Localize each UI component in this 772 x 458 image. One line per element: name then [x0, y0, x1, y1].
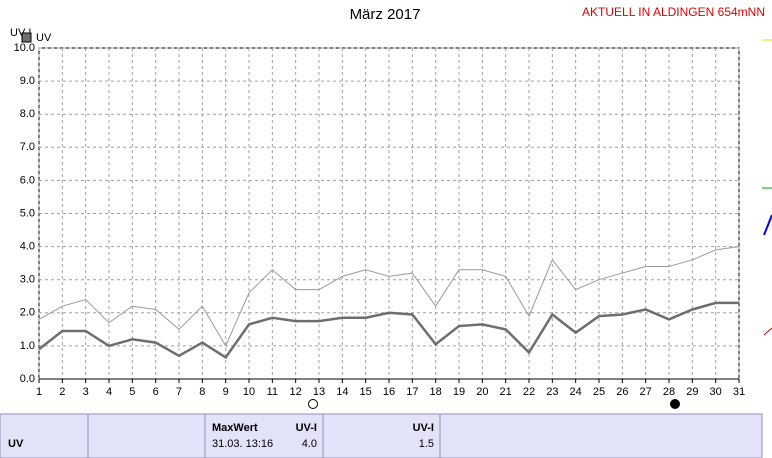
x-tick-label: 20	[476, 386, 488, 398]
y-tick-label: 1.0	[20, 340, 35, 352]
x-tick-label: 16	[383, 386, 395, 398]
new-moon-icon	[670, 399, 680, 409]
y-tick-label: 7.0	[20, 141, 35, 153]
y-tick-label: 5.0	[20, 207, 35, 219]
edge-mark	[763, 214, 772, 236]
full-moon-icon	[308, 399, 318, 409]
table-value: 4.0	[302, 438, 317, 450]
table-value: 1.5	[419, 438, 434, 450]
x-tick-label: 24	[570, 386, 582, 398]
x-tick-label: 30	[710, 386, 722, 398]
y-tick-label: 3.0	[20, 274, 35, 286]
x-tick-label: 6	[153, 386, 159, 398]
x-tick-label: 31	[733, 386, 745, 398]
y-tick-label: 4.0	[20, 241, 35, 253]
table-time: 31.03. 13:16	[212, 438, 273, 450]
x-tick-label: 7	[176, 386, 182, 398]
legend-swatch	[21, 32, 32, 43]
x-tick-label: 12	[290, 386, 302, 398]
table-header: MaxWert	[212, 422, 258, 434]
x-tick-label: 25	[593, 386, 605, 398]
x-tick-label: 21	[500, 386, 512, 398]
chart-title: März 2017	[350, 6, 421, 23]
x-tick-label: 26	[616, 386, 628, 398]
x-tick-label: 5	[129, 386, 135, 398]
x-tick-label: 1	[36, 386, 42, 398]
y-tick-label: 0.0	[20, 373, 35, 385]
y-tick-label: 2.0	[20, 307, 35, 319]
x-tick-label: 13	[313, 386, 325, 398]
y-tick-label: 10.0	[14, 42, 35, 54]
x-tick-label: 14	[336, 386, 348, 398]
x-tick-label: 15	[360, 386, 372, 398]
x-tick-label: 29	[686, 386, 698, 398]
y-tick-label: 9.0	[20, 75, 35, 87]
table-unit: UV-I	[296, 422, 317, 434]
x-tick-label: 2	[59, 386, 65, 398]
x-tick-label: 8	[199, 386, 205, 398]
x-tick-label: 19	[453, 386, 465, 398]
x-tick-label: 10	[243, 386, 255, 398]
table-name: UV	[8, 438, 24, 450]
x-tick-label: 11	[267, 386, 278, 398]
table-unit: UV-I	[413, 422, 434, 434]
summary-table: UV MaxWert UV-I 31.03. 13:16 4.0 UV-I 1.…	[0, 413, 763, 458]
x-tick-label: 3	[83, 386, 89, 398]
x-tick-label: 27	[640, 386, 652, 398]
x-tick-label: 17	[406, 386, 418, 398]
legend-label: UV	[36, 32, 52, 44]
chart-subtitle: AKTUELL IN ALDINGEN 654mNN	[582, 5, 765, 19]
x-tick-label: 18	[430, 386, 442, 398]
y-tick-label: 6.0	[20, 174, 35, 186]
x-tick-label: 28	[663, 386, 675, 398]
x-tick-label: 22	[523, 386, 535, 398]
x-tick-label: 9	[223, 386, 229, 398]
series-line	[38, 246, 740, 347]
x-tick-label: 23	[546, 386, 558, 398]
x-tick-label: 4	[106, 386, 112, 398]
table-bg	[0, 413, 763, 458]
edge-mark	[763, 327, 772, 336]
y-tick-label: 8.0	[20, 108, 35, 120]
series-line	[38, 301, 739, 360]
